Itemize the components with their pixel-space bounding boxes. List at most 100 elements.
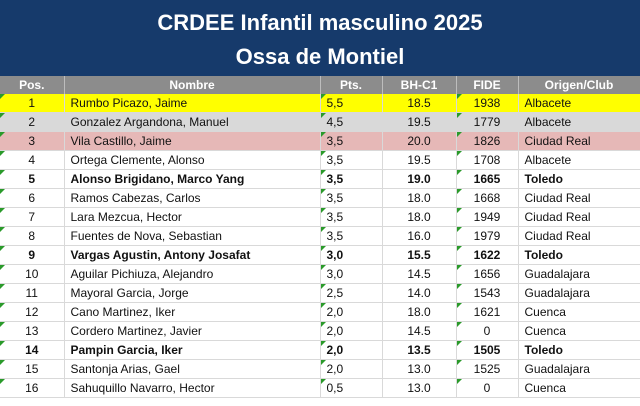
cell-fide-value: 1979 <box>473 229 501 243</box>
cell-marker-icon <box>456 246 462 251</box>
cell-name: Ortega Clemente, Alonso <box>64 150 321 170</box>
cell-bh-value: 15.5 <box>407 248 431 262</box>
table-row: 12 Cano Martinez, Iker 2,0 18.0 1621 Cuenca <box>0 302 640 322</box>
cell-bh: 18.0 <box>382 302 457 322</box>
cell-fide-value: 1543 <box>473 286 501 300</box>
cell-marker-icon <box>0 113 5 118</box>
cell-pos-value: 6 <box>28 191 36 205</box>
cell-club: Toledo <box>518 169 640 189</box>
cell-marker-icon <box>0 94 5 99</box>
cell-marker-icon <box>320 151 326 156</box>
header-row: Pos. Nombre Pts. BH-C1 FIDE Origen/Club <box>0 76 640 94</box>
cell-name: Aguilar Pichiuza, Alejandro <box>64 264 321 284</box>
cell-bh: 18.0 <box>382 188 457 208</box>
cell-name: Rumbo Picazo, Jaime <box>64 94 321 113</box>
standings-table: Pos. Nombre Pts. BH-C1 FIDE Origen/Club … <box>0 76 640 398</box>
cell-club-value: Guadalajara <box>524 267 590 281</box>
cell-name-value: Ramos Cabezas, Carlos <box>70 191 201 205</box>
cell-bh-value: 18.5 <box>407 96 431 110</box>
cell-name-value: Santonja Arias, Gael <box>70 362 180 376</box>
cell-pts-value: 3,5 <box>326 172 344 186</box>
cell-fide: 1622 <box>456 245 519 265</box>
cell-name-value: Cano Martinez, Iker <box>70 305 176 319</box>
cell-fide: 1621 <box>456 302 519 322</box>
cell-fide-value: 1668 <box>473 191 501 205</box>
cell-name: Pampin Garcia, Iker <box>64 340 321 360</box>
cell-marker-icon <box>320 132 326 137</box>
cell-bh: 14.5 <box>382 321 457 341</box>
cell-pos-value: 3 <box>28 134 36 148</box>
cell-name: Vila Castillo, Jaime <box>64 131 321 151</box>
cell-marker-icon <box>320 170 326 175</box>
header-fide: FIDE <box>456 76 519 94</box>
cell-bh-value: 18.0 <box>407 305 431 319</box>
cell-marker-icon <box>320 265 326 270</box>
header-pos: Pos. <box>0 76 65 94</box>
cell-marker-icon <box>320 284 326 289</box>
table-row: 9 Vargas Agustin, Antony Josafat 3,0 15.5 16… <box>0 245 640 265</box>
cell-marker-icon <box>456 322 462 327</box>
cell-marker-icon <box>0 341 5 346</box>
cell-pos-value: 9 <box>28 248 36 262</box>
cell-bh: 15.5 <box>382 245 457 265</box>
cell-marker-icon <box>0 189 5 194</box>
cell-pos: 16 <box>0 378 65 398</box>
cell-pts-value: 3,5 <box>326 191 344 205</box>
cell-pts: 2,0 <box>320 321 383 341</box>
cell-pts-value: 2,0 <box>326 343 344 357</box>
cell-pos: 10 <box>0 264 65 284</box>
cell-pos: 15 <box>0 359 65 379</box>
cell-marker-icon <box>0 303 5 308</box>
cell-club-value: Cuenca <box>524 324 566 338</box>
cell-pos-value: 5 <box>28 172 36 186</box>
cell-pts: 2,5 <box>320 283 383 303</box>
cell-marker-icon <box>456 265 462 270</box>
cell-name-value: Sahuquillo Navarro, Hector <box>70 381 215 395</box>
cell-marker-icon <box>0 227 5 232</box>
cell-pts-value: 3,5 <box>326 229 344 243</box>
cell-pts: 3,0 <box>320 245 383 265</box>
cell-marker-icon <box>456 94 462 99</box>
cell-pos-value: 16 <box>25 381 39 395</box>
cell-club: Guadalajara <box>518 283 640 303</box>
cell-name-value: Cordero Martinez, Javier <box>70 324 202 338</box>
cell-fide-value: 0 <box>483 381 491 395</box>
cell-pts-value: 2,0 <box>326 324 344 338</box>
cell-club: Ciudad Real <box>518 207 640 227</box>
cell-pts: 0,5 <box>320 378 383 398</box>
cell-bh: 13.0 <box>382 378 457 398</box>
cell-marker-icon <box>456 132 462 137</box>
cell-fide: 1665 <box>456 169 519 189</box>
cell-pts: 3,5 <box>320 188 383 208</box>
cell-fide: 1949 <box>456 207 519 227</box>
table-row: 8 Fuentes de Nova, Sebastian 3,5 16.0 1979 Ci… <box>0 226 640 246</box>
cell-club: Cuenca <box>518 302 640 322</box>
cell-pos: 11 <box>0 283 65 303</box>
cell-bh-value: 19.5 <box>407 153 431 167</box>
cell-marker-icon <box>320 360 326 365</box>
cell-marker-icon <box>320 189 326 194</box>
cell-club-value: Toledo <box>524 343 563 357</box>
cell-fide: 1668 <box>456 188 519 208</box>
cell-bh: 16.0 <box>382 226 457 246</box>
cell-fide: 1505 <box>456 340 519 360</box>
cell-name: Cano Martinez, Iker <box>64 302 321 322</box>
cell-bh: 14.0 <box>382 283 457 303</box>
cell-marker-icon <box>320 94 326 99</box>
cell-pos: 6 <box>0 188 65 208</box>
cell-bh-value: 18.0 <box>407 210 431 224</box>
cell-pts: 2,0 <box>320 359 383 379</box>
cell-bh-value: 20.0 <box>407 134 431 148</box>
cell-marker-icon <box>456 208 462 213</box>
cell-name-value: Alonso Brigidano, Marco Yang <box>70 172 245 186</box>
cell-marker-icon <box>456 379 462 384</box>
cell-name-value: Aguilar Pichiuza, Alejandro <box>70 267 214 281</box>
cell-name-value: Gonzalez Argandona, Manuel <box>70 115 229 129</box>
cell-pts: 5,5 <box>320 94 383 113</box>
cell-pts-value: 0,5 <box>326 381 344 395</box>
cell-club-value: Guadalajara <box>524 362 590 376</box>
cell-bh: 20.0 <box>382 131 457 151</box>
cell-pos: 14 <box>0 340 65 360</box>
table-row: 11 Mayoral Garcia, Jorge 2,5 14.0 1543 Guadal… <box>0 283 640 303</box>
cell-fide-value: 1665 <box>473 172 501 186</box>
